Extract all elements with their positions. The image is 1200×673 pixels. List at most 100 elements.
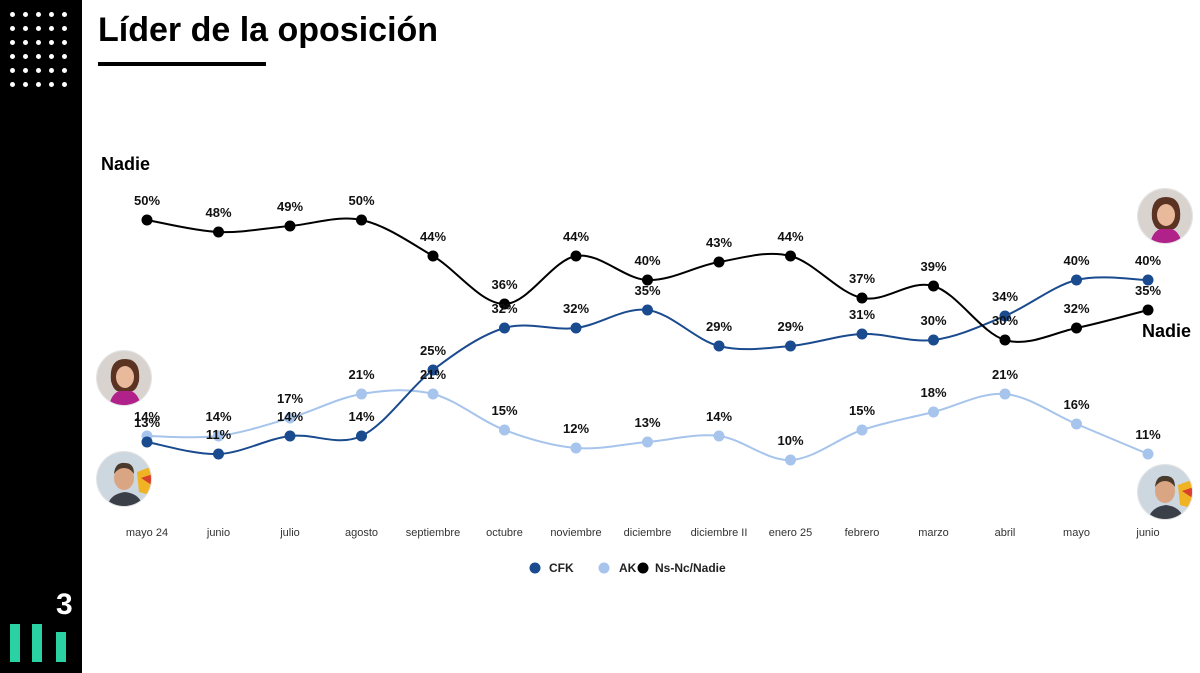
- data-label-cfk: 34%: [992, 289, 1018, 304]
- ak-avatar-left: [96, 451, 152, 507]
- cfk-avatar-right: [1137, 188, 1193, 244]
- data-point-ns-nc-nadie: [284, 220, 296, 232]
- data-label-ak: 15%: [491, 403, 517, 418]
- data-point-cfk: [499, 322, 510, 334]
- legend-label-ns-nc-nadie: Ns-Nc/Nadie: [655, 561, 726, 575]
- data-point-ak: [785, 454, 796, 466]
- ak-photo-icon: [97, 452, 151, 506]
- data-label-ak: 17%: [277, 391, 303, 406]
- decorative-dot: [62, 12, 67, 17]
- data-label-ak: 10%: [777, 433, 803, 448]
- data-point-ak: [1142, 448, 1154, 460]
- data-point-cfk: [785, 340, 796, 352]
- logo-bar: [56, 632, 66, 662]
- data-label-ak: 21%: [992, 367, 1018, 382]
- data-point-cfk: [284, 430, 296, 442]
- decorative-dot: [10, 54, 15, 59]
- decorative-dot: [10, 82, 15, 87]
- data-point-ns-nc-nadie: [141, 214, 153, 226]
- x-tick-label: enero 25: [769, 527, 812, 539]
- decorative-dot: [36, 12, 41, 17]
- data-label-cfk: 32%: [491, 301, 517, 316]
- decorative-dot: [62, 26, 67, 31]
- data-label-cfk: 14%: [348, 409, 374, 424]
- data-point-cfk: [427, 364, 439, 376]
- decorative-dot: [36, 82, 41, 87]
- data-label-cfk: 29%: [706, 319, 732, 334]
- legend-label-ak: AK: [619, 561, 637, 575]
- data-point-cfk: [928, 334, 939, 346]
- data-label-cfk: 25%: [420, 343, 446, 358]
- legend: CFK AK Ns-Nc/Nadie: [529, 561, 726, 575]
- data-point-ak: [642, 436, 653, 448]
- decorative-dot: [10, 26, 15, 31]
- data-label-ns-nc-nadie: 40%: [634, 253, 660, 268]
- data-label-cfk: 13%: [134, 415, 160, 430]
- data-point-cfk: [856, 328, 868, 340]
- data-point-ns-nc-nadie: [999, 334, 1011, 346]
- x-tick-label: marzo: [918, 527, 949, 539]
- data-label-ak: 14%: [134, 409, 160, 424]
- legend-label-cfk: CFK: [549, 561, 574, 575]
- x-tick-label: mayo: [1063, 527, 1090, 539]
- x-tick-label: diciembre II: [691, 527, 748, 539]
- data-point-ns-nc-nadie: [1071, 322, 1082, 334]
- data-label-ns-nc-nadie: 50%: [348, 193, 374, 208]
- decorative-dot: [62, 40, 67, 45]
- data-label-ns-nc-nadie: 49%: [277, 199, 303, 214]
- data-label-ak: 13%: [634, 415, 660, 430]
- data-point-ns-nc-nadie: [1142, 304, 1154, 316]
- data-point-ak: [213, 430, 224, 442]
- data-label-ak: 12%: [563, 421, 589, 436]
- data-label-cfk: 30%: [920, 313, 946, 328]
- cfk-photo-icon: [97, 351, 151, 405]
- data-point-ns-nc-nadie: [856, 292, 868, 304]
- logo-bar: [10, 624, 20, 662]
- decorative-dot: [49, 54, 54, 59]
- nadie-label-right: Nadie: [1142, 321, 1192, 341]
- data-label-ns-nc-nadie: 35%: [1135, 283, 1161, 298]
- data-point-ak: [284, 412, 296, 424]
- data-point-cfk: [141, 436, 153, 448]
- title-underline: [98, 62, 266, 66]
- data-label-cfk: 40%: [1063, 253, 1089, 268]
- logo-number: 3: [56, 588, 73, 621]
- decorative-dot: [23, 40, 28, 45]
- legend-marker-ns-nc-nadie: [637, 562, 649, 574]
- decorative-dot: [23, 12, 28, 17]
- x-tick-label: septiembre: [406, 527, 460, 539]
- ak-photo-icon: [1138, 465, 1192, 519]
- data-point-ak: [1071, 418, 1082, 430]
- data-label-cfk: 11%: [206, 427, 232, 442]
- data-label-ns-nc-nadie: 37%: [849, 271, 875, 286]
- data-label-cfk: 35%: [634, 283, 660, 298]
- data-label-ak: 16%: [1063, 397, 1089, 412]
- decorative-dot: [23, 68, 28, 73]
- page-title: Líder de la oposición: [98, 11, 439, 49]
- logo-bar: [32, 624, 42, 662]
- decorative-dot: [23, 54, 28, 59]
- data-label-ak: 18%: [920, 385, 946, 400]
- decorative-dot: [36, 26, 41, 31]
- data-point-cfk: [1142, 274, 1154, 286]
- data-label-ak: 14%: [706, 409, 732, 424]
- dot-grid-decoration: [10, 12, 72, 94]
- decorative-dot: [36, 54, 41, 59]
- x-tick-label: octubre: [486, 527, 523, 539]
- cfk-avatar-left: [96, 350, 152, 406]
- data-label-ns-nc-nadie: 50%: [134, 193, 160, 208]
- x-tick-label: noviembre: [550, 527, 601, 539]
- data-point-cfk: [642, 304, 653, 316]
- data-point-ak: [499, 424, 510, 436]
- x-tick-label: febrero: [845, 527, 880, 539]
- data-point-ns-nc-nadie: [785, 250, 796, 262]
- data-label-cfk: 31%: [849, 307, 875, 322]
- data-point-cfk: [356, 430, 367, 442]
- data-label-ns-nc-nadie: 39%: [920, 259, 946, 274]
- x-tick-label: junio: [206, 527, 230, 539]
- data-label-ak: 21%: [348, 367, 374, 382]
- decorative-dot: [62, 68, 67, 73]
- data-label-ns-nc-nadie: 30%: [992, 313, 1018, 328]
- data-point-ns-nc-nadie: [570, 250, 582, 262]
- data-point-ak: [713, 430, 725, 442]
